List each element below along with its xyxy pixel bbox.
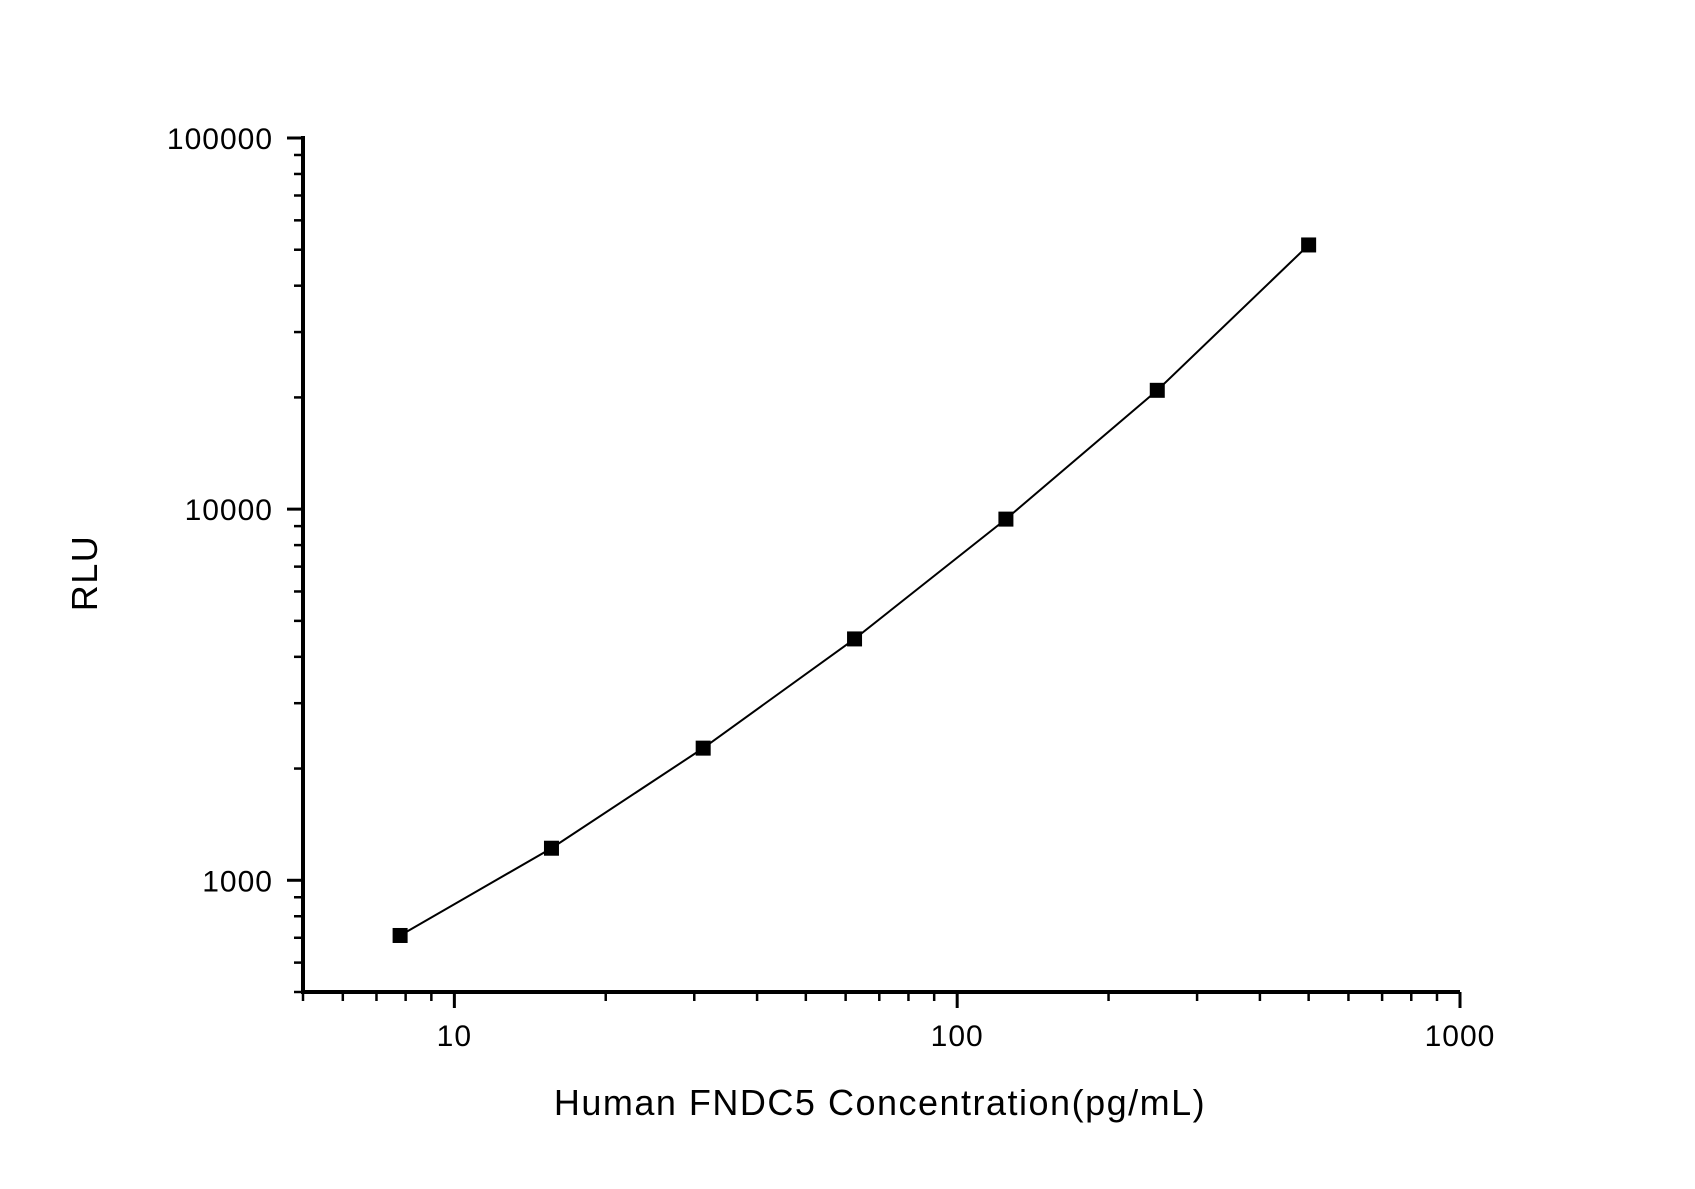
y-tick-label: 10000	[185, 494, 273, 527]
y-tick-label: 1000	[202, 865, 273, 898]
data-point-marker	[847, 631, 863, 647]
y-tick-label: 100000	[167, 123, 273, 156]
data-point-marker	[1301, 237, 1317, 253]
data-point-marker	[695, 740, 711, 756]
x-tick-label: 100	[931, 1020, 984, 1053]
data-point-marker	[543, 840, 559, 856]
series-line	[399, 244, 1310, 937]
y-axis-title: RLU	[64, 534, 105, 612]
x-axis-title: Human FNDC5 Concentration(pg/mL)	[553, 1082, 1207, 1123]
data-point-marker	[392, 927, 408, 943]
data-point-marker	[1149, 382, 1165, 398]
x-tick-label: 10	[437, 1020, 472, 1053]
data-point-marker	[998, 511, 1014, 527]
x-tick-label: 1000	[1425, 1020, 1496, 1053]
